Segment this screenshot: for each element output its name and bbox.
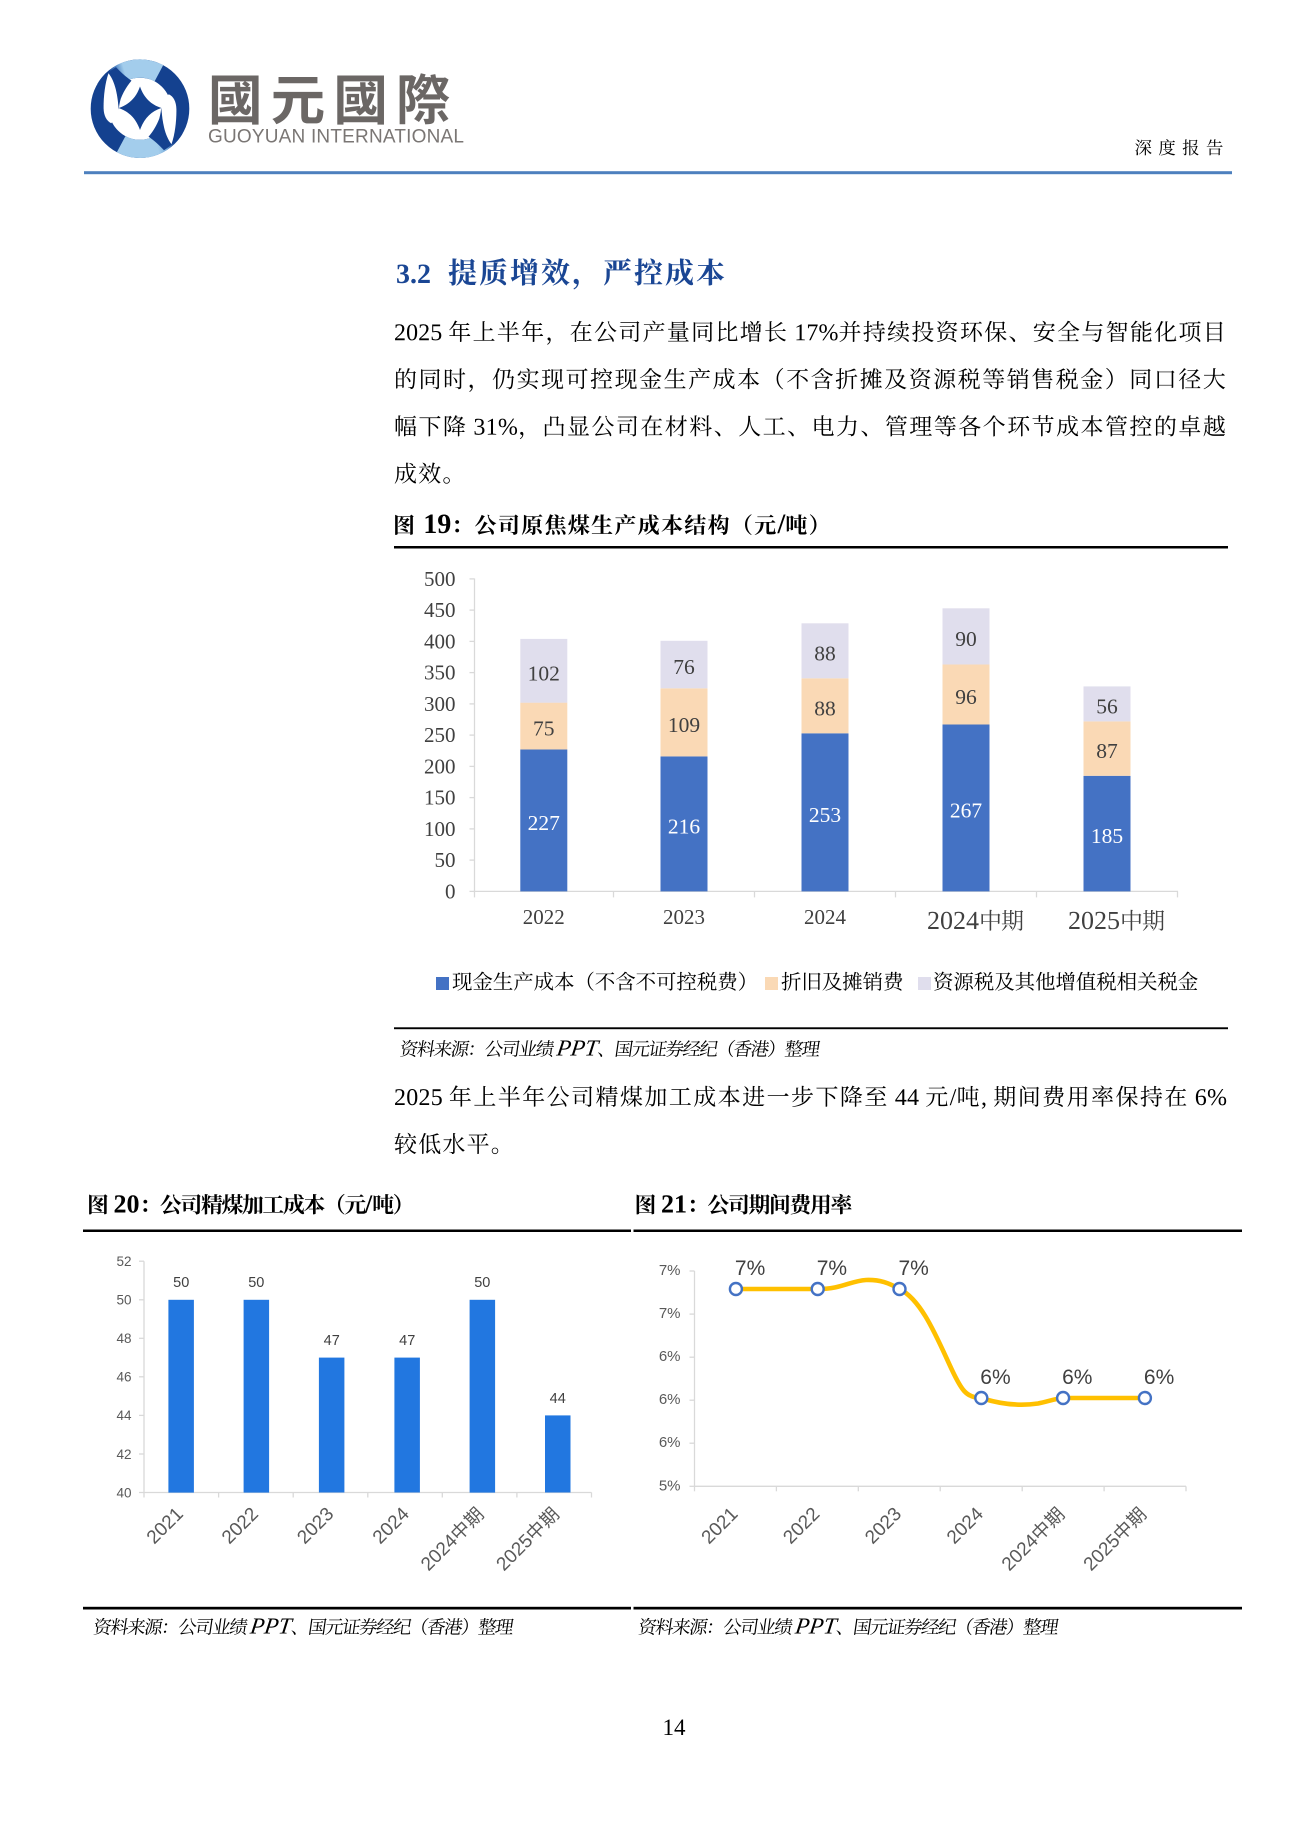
svg-text:7%: 7% [735,1257,765,1280]
svg-text:6%: 6% [659,1434,681,1451]
svg-text:250: 250 [424,723,456,747]
svg-text:185: 185 [1091,824,1123,848]
svg-text:50: 50 [173,1275,189,1291]
svg-text:267: 267 [950,799,983,823]
svg-text:2022: 2022 [218,1504,263,1549]
svg-text:100: 100 [424,817,456,841]
svg-text:216: 216 [668,814,701,838]
svg-text:6%: 6% [659,1348,681,1365]
svg-text:2024: 2024 [369,1503,414,1548]
svg-text:75: 75 [533,717,555,741]
svg-text:42: 42 [116,1447,131,1462]
svg-text:2021: 2021 [698,1504,743,1549]
svg-text:47: 47 [399,1333,415,1349]
svg-text:6%: 6% [980,1366,1010,1389]
svg-text:90: 90 [955,627,977,651]
svg-text:2023: 2023 [861,1504,906,1549]
svg-text:56: 56 [1096,694,1118,718]
svg-text:50: 50 [248,1275,264,1291]
svg-text:7%: 7% [899,1257,929,1280]
svg-text:52: 52 [116,1254,131,1269]
svg-text:6%: 6% [1062,1366,1092,1389]
svg-text:44: 44 [116,1408,132,1423]
svg-text:2024: 2024 [943,1503,988,1548]
svg-text:88: 88 [814,641,836,665]
svg-text:7%: 7% [817,1257,847,1280]
svg-text:50: 50 [474,1275,490,1291]
svg-text:5%: 5% [659,1477,681,1494]
svg-text:6%: 6% [1144,1366,1174,1389]
svg-text:7%: 7% [659,1305,681,1322]
svg-text:88: 88 [814,696,836,720]
svg-text:2023: 2023 [293,1504,338,1549]
svg-text:GUOYUAN INTERNATIONAL: GUOYUAN INTERNATIONAL [208,127,464,148]
svg-text:2022: 2022 [779,1504,824,1549]
svg-text:87: 87 [1096,739,1118,763]
svg-text:450: 450 [424,598,456,622]
svg-text:76: 76 [673,655,695,679]
svg-text:350: 350 [424,661,456,685]
svg-text:2022: 2022 [523,905,565,929]
svg-text:14: 14 [663,1715,687,1740]
svg-text:300: 300 [424,692,456,716]
svg-text:150: 150 [424,786,456,810]
svg-text:50: 50 [116,1293,131,1308]
svg-text:48: 48 [116,1331,131,1346]
svg-text:400: 400 [424,629,456,653]
svg-text:500: 500 [424,567,456,591]
svg-text:44: 44 [550,1391,566,1407]
svg-text:96: 96 [955,685,977,709]
svg-text:2023: 2023 [663,905,705,929]
svg-text:46: 46 [116,1370,131,1385]
svg-text:7%: 7% [659,1262,681,1279]
svg-text:200: 200 [424,754,456,778]
svg-text:253: 253 [809,803,841,827]
svg-text:2024: 2024 [804,905,847,929]
svg-text:2021: 2021 [143,1504,188,1549]
svg-text:0: 0 [445,879,456,903]
svg-text:109: 109 [668,713,700,737]
svg-text:50: 50 [435,848,456,872]
svg-text:40: 40 [116,1485,131,1500]
svg-text:47: 47 [324,1333,340,1349]
svg-text:102: 102 [528,661,560,685]
svg-text:6%: 6% [659,1391,681,1408]
svg-text:227: 227 [528,811,561,835]
